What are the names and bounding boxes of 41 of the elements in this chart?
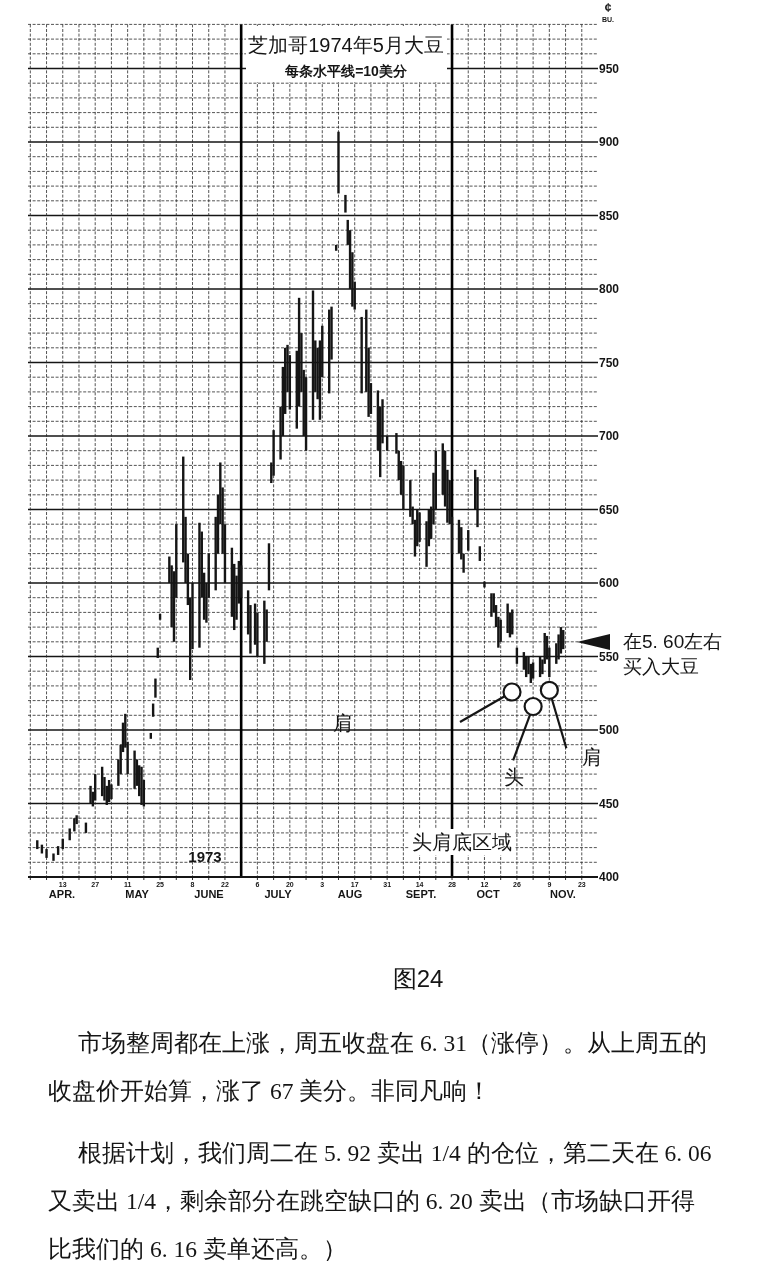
y-tick-label: 950 bbox=[599, 61, 620, 76]
y-tick-label: 600 bbox=[599, 576, 620, 591]
y-tick-label: 900 bbox=[599, 135, 620, 150]
y-tick-label: 700 bbox=[599, 429, 620, 444]
caption: 图24 bbox=[392, 965, 444, 992]
annotation: 1973 bbox=[188, 848, 222, 865]
text: SEPT. bbox=[405, 888, 437, 900]
y-tick-label: 750 bbox=[599, 355, 620, 370]
bar bbox=[344, 194, 347, 213]
bar bbox=[45, 849, 48, 858]
y-tick-label: 400 bbox=[599, 870, 620, 885]
text: JULY bbox=[264, 888, 293, 900]
y-tick-label: 650 bbox=[599, 502, 620, 517]
text: 芝加哥1974年5月大豆 bbox=[248, 34, 444, 56]
bar bbox=[506, 603, 509, 633]
bar bbox=[490, 593, 493, 617]
text: 根据计划，我们周二在 5. 92 卖出 1/4 的仓位，第二天在 6. 06 又卖出 1/4，剩余部分在跳空缺口的 6. 20 卖出（市场缺口开得比我们的 6. 16 卖单还高。） bbox=[48, 1140, 718, 1262]
y-tick-label: 800 bbox=[599, 282, 620, 297]
y-tick-label: 450 bbox=[599, 796, 620, 811]
text: 每条水平线=10美分 bbox=[284, 63, 408, 79]
y-tick-label: 500 bbox=[599, 723, 620, 738]
y-tick-label: 550 bbox=[599, 649, 620, 664]
text: 市场整周都在上涨，周五收盘在 6. 31（涨停）。从上周五的收盘价开始算，涨了 67 美分。非同凡响！ bbox=[48, 1030, 707, 1104]
bar bbox=[110, 784, 113, 800]
annotation: 头 bbox=[504, 766, 525, 789]
text: MAY bbox=[125, 888, 150, 900]
bar bbox=[418, 512, 421, 542]
annotation: 肩 bbox=[333, 712, 353, 734]
bar bbox=[73, 818, 76, 832]
text: OCT bbox=[476, 888, 500, 900]
bar bbox=[52, 853, 55, 861]
text: NOV. bbox=[550, 888, 576, 900]
text: 在5. 60左右买入大豆 bbox=[623, 631, 723, 677]
annotation: 头肩底区域 bbox=[412, 831, 512, 853]
bar bbox=[154, 678, 157, 698]
text: APR. bbox=[48, 888, 76, 900]
annotation: 肩 bbox=[582, 746, 603, 769]
y-tick-label: 850 bbox=[599, 208, 620, 223]
text: AUG bbox=[337, 888, 363, 900]
text: JUNE bbox=[194, 888, 224, 900]
bar bbox=[133, 750, 136, 789]
